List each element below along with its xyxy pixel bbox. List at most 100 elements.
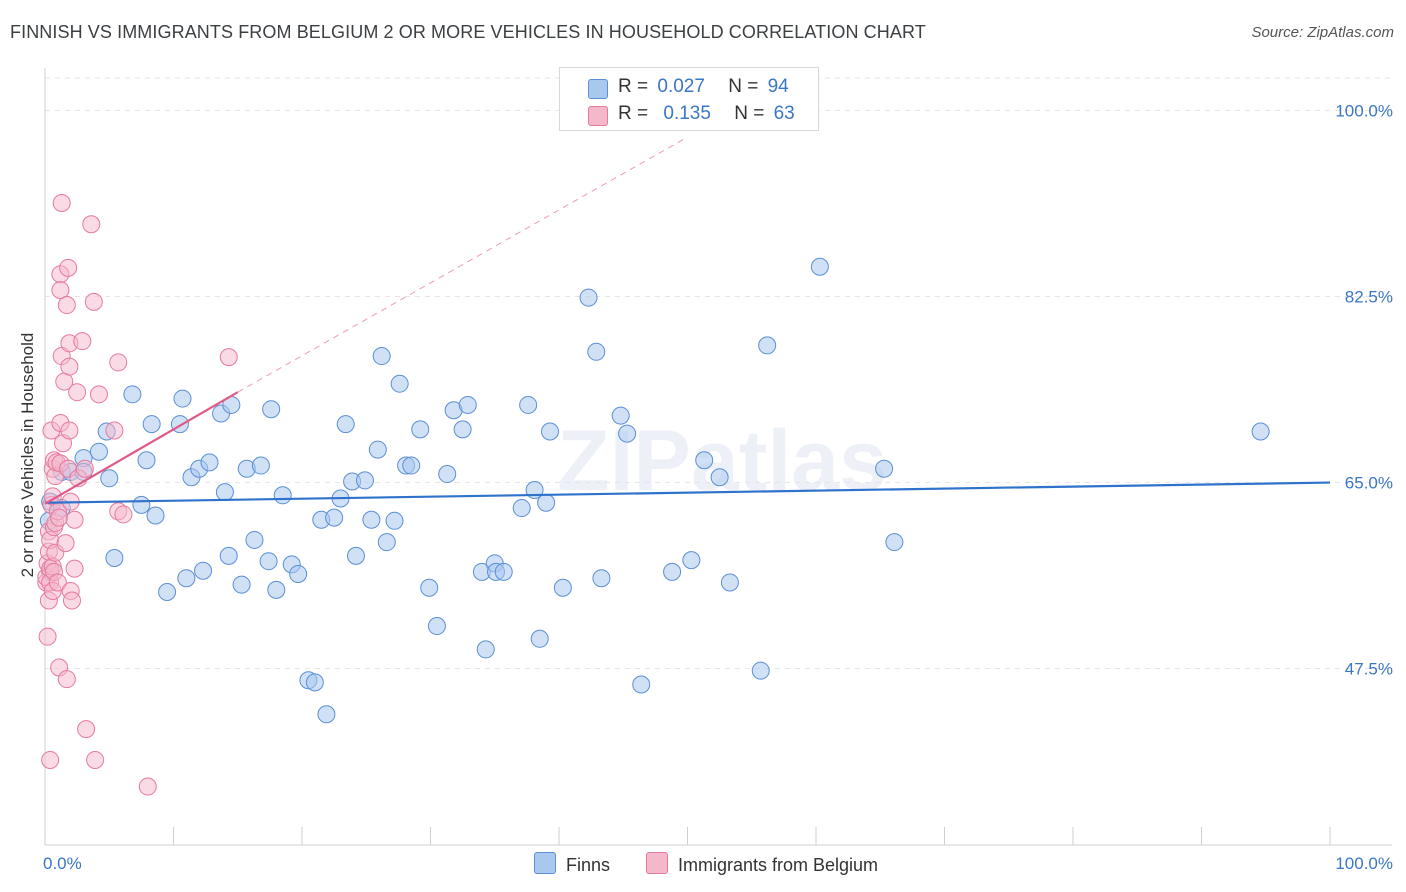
finns-point xyxy=(325,508,344,527)
y-tick-label: 82.5% xyxy=(1345,288,1393,307)
belgium-trend-extension xyxy=(237,136,688,393)
finns-point xyxy=(875,459,894,478)
belgium-point xyxy=(48,573,67,592)
bottom-label-belgium: Immigrants from Belgium xyxy=(678,855,879,875)
finns-point xyxy=(453,420,472,439)
bottom-legend-belgium: Immigrants from Belgium xyxy=(646,852,878,876)
belgium-point xyxy=(59,258,78,277)
belgium-point xyxy=(56,534,75,553)
belgium-point xyxy=(105,421,124,440)
finns-point xyxy=(267,580,286,599)
belgium-point xyxy=(41,750,60,769)
finns-point xyxy=(262,400,281,419)
finns-point xyxy=(885,533,904,552)
belgium-point xyxy=(77,720,96,739)
finns-point xyxy=(411,420,430,439)
belgium-point xyxy=(86,750,105,769)
finns-point xyxy=(592,569,611,588)
belgium-point xyxy=(51,281,70,300)
legend-n-label: N = xyxy=(728,76,759,97)
finns-trend-line xyxy=(44,481,1331,504)
finns-point xyxy=(751,661,770,680)
chart-title: FINNISH VS IMMIGRANTS FROM BELGIUM 2 OR … xyxy=(10,22,926,42)
belgium-points xyxy=(37,193,238,796)
legend-n-value-finns: 94 xyxy=(767,76,789,97)
belgium-point xyxy=(52,193,71,212)
finns-point xyxy=(476,640,495,659)
legend-r-label: R = xyxy=(618,103,649,124)
belgium-point xyxy=(84,292,103,311)
belgium-point xyxy=(50,508,69,527)
finns-point xyxy=(1251,422,1270,441)
belgium-point xyxy=(219,348,238,367)
belgium-point xyxy=(57,296,76,315)
finns-point xyxy=(402,456,421,475)
belgium-point xyxy=(38,627,57,646)
finns-point xyxy=(372,347,391,366)
finns-point xyxy=(173,389,192,408)
axes xyxy=(44,68,1392,846)
finns-point xyxy=(632,675,651,694)
belgium-point xyxy=(109,353,128,372)
finns-point xyxy=(362,510,381,529)
legend-n-label: N = xyxy=(734,103,765,124)
legend-r-label: R = xyxy=(618,76,649,97)
finns-points xyxy=(39,257,1270,724)
finns-point xyxy=(385,511,404,530)
legend-r-value-finns: 0.027 xyxy=(657,76,705,97)
finns-point xyxy=(215,483,234,502)
finns-point xyxy=(494,562,513,581)
legend-swatch-belgium xyxy=(588,106,608,126)
finns-point xyxy=(810,257,829,276)
finns-point xyxy=(710,468,729,487)
belgium-point xyxy=(57,670,76,689)
bottom-swatch-finns xyxy=(534,852,556,874)
finns-point xyxy=(420,578,439,597)
belgium-point xyxy=(68,383,87,402)
finns-point xyxy=(537,493,556,512)
x-tick-label: 100.0% xyxy=(1335,854,1393,873)
finns-point xyxy=(438,465,457,484)
finns-point xyxy=(146,506,165,525)
finns-point xyxy=(194,561,213,580)
belgium-point xyxy=(73,332,92,351)
belgium-point xyxy=(75,459,94,478)
finns-point xyxy=(158,583,177,602)
belgium-point xyxy=(65,559,84,578)
finns-point xyxy=(618,424,637,443)
finns-point xyxy=(289,564,308,583)
finns-point xyxy=(317,705,336,724)
finns-point xyxy=(611,406,630,425)
legend-r-value-belgium: 0.135 xyxy=(663,103,711,124)
finns-point xyxy=(458,395,477,414)
belgium-point xyxy=(60,421,79,440)
finns-point xyxy=(142,415,161,434)
finns-point xyxy=(200,453,219,472)
finns-point xyxy=(89,442,108,461)
finns-point xyxy=(377,533,396,552)
finns-point xyxy=(695,451,714,470)
finns-point xyxy=(245,530,264,549)
finns-point xyxy=(579,288,598,307)
finns-point xyxy=(336,415,355,434)
finns-point xyxy=(512,499,531,518)
belgium-trend-line xyxy=(44,391,239,505)
finns-point xyxy=(663,562,682,581)
finns-point xyxy=(346,546,365,565)
finns-point xyxy=(390,374,409,393)
finns-point xyxy=(273,486,292,505)
finns-point xyxy=(100,469,119,488)
y-tick-label: 47.5% xyxy=(1345,660,1393,679)
finns-point xyxy=(541,422,560,441)
y-axis-label: 2 or more Vehicles in Household xyxy=(18,333,37,578)
belgium-point xyxy=(138,777,157,796)
correlation-legend: R = 0.027 N = 94 R = 0.135 N = 63 xyxy=(559,67,819,131)
finns-point xyxy=(530,629,549,648)
finns-point xyxy=(427,617,446,636)
finns-point xyxy=(105,549,124,568)
belgium-point xyxy=(89,385,108,404)
finns-point xyxy=(177,569,196,588)
source-label: Source: ZipAtlas.com xyxy=(1251,24,1394,41)
bottom-label-finns: Finns xyxy=(566,855,611,875)
y-tick-label: 65.0% xyxy=(1345,474,1393,493)
